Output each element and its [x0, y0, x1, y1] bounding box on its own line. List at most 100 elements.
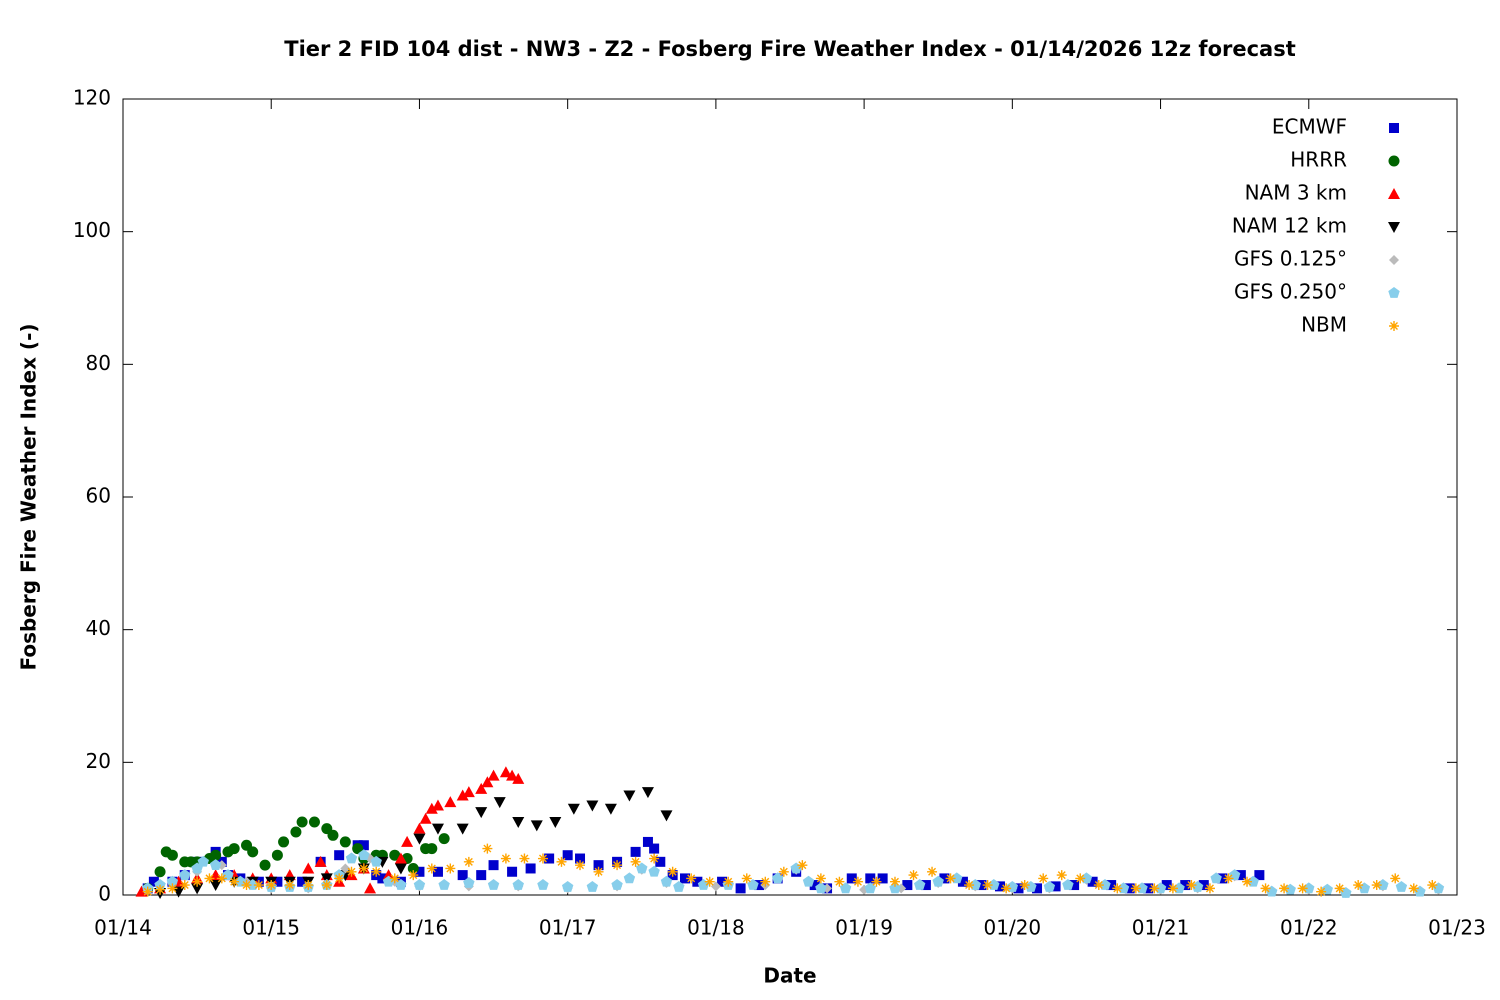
data-point — [852, 876, 863, 887]
data-point — [519, 853, 530, 864]
data-point — [259, 859, 271, 871]
legend-label: HRRR — [1290, 148, 1347, 172]
data-point — [425, 802, 438, 814]
data-point — [438, 879, 450, 890]
data-point — [927, 866, 938, 877]
data-point — [673, 881, 685, 892]
data-point — [166, 849, 178, 861]
data-point — [431, 799, 444, 811]
legend-label: GFS 0.250° — [1234, 280, 1347, 304]
data-point — [413, 822, 426, 834]
data-point — [308, 816, 320, 828]
data-point — [760, 876, 771, 887]
data-point — [512, 879, 524, 890]
data-point — [296, 816, 308, 828]
data-point — [537, 853, 548, 864]
data-point — [321, 880, 332, 891]
data-point — [1025, 881, 1037, 892]
data-point — [630, 846, 641, 857]
data-point — [210, 849, 222, 861]
data-point — [1316, 886, 1327, 897]
data-point — [741, 873, 752, 884]
data-point — [463, 877, 475, 888]
data-point — [704, 876, 715, 887]
x-axis-label: Date — [763, 964, 816, 988]
data-point — [593, 866, 604, 877]
data-point — [197, 855, 209, 867]
data-point — [1019, 880, 1030, 891]
data-point — [358, 863, 369, 874]
data-point — [680, 873, 691, 884]
data-point — [1056, 870, 1067, 881]
x-tick-label: 01/20 — [984, 916, 1042, 940]
data-point — [710, 881, 721, 892]
data-point — [648, 865, 660, 877]
data-point — [334, 850, 345, 861]
data-point — [1353, 880, 1364, 891]
data-point — [266, 880, 277, 891]
data-point — [191, 883, 204, 895]
data-point — [660, 875, 673, 887]
y-tick-label: 100 — [73, 218, 111, 242]
data-point — [525, 863, 536, 874]
data-point — [394, 863, 407, 875]
data-point — [889, 876, 900, 887]
y-tick-label: 80 — [86, 351, 111, 375]
data-point — [247, 846, 259, 858]
data-point — [327, 829, 339, 841]
data-point — [623, 790, 636, 802]
data-point — [1112, 883, 1123, 894]
data-point — [371, 866, 382, 877]
data-point — [166, 875, 179, 887]
data-point — [475, 807, 488, 819]
data-point — [228, 843, 240, 855]
data-point — [723, 876, 734, 887]
data-point — [815, 882, 827, 894]
x-tick-label: 01/15 — [242, 916, 300, 940]
data-point — [544, 853, 555, 864]
data-point — [389, 873, 400, 884]
data-point — [445, 863, 456, 874]
data-point — [1006, 881, 1019, 892]
data-point — [932, 875, 944, 887]
data-point — [735, 883, 746, 894]
data-point — [364, 882, 377, 894]
data-point — [1279, 883, 1290, 894]
data-point — [340, 863, 351, 874]
data-point — [1254, 870, 1265, 881]
data-point — [216, 873, 227, 884]
legend-marker — [1388, 287, 1400, 298]
y-tick-label: 120 — [73, 86, 111, 110]
data-point — [1062, 879, 1074, 890]
data-point — [155, 884, 166, 895]
data-point — [1297, 883, 1308, 894]
data-point — [167, 883, 178, 894]
legend-label: NAM 12 km — [1232, 214, 1347, 238]
x-tick-label: 01/14 — [94, 916, 152, 940]
data-point — [419, 812, 432, 824]
data-point — [487, 879, 500, 890]
data-point — [611, 879, 623, 890]
data-point — [481, 776, 494, 788]
data-point — [660, 810, 673, 822]
data-point — [1228, 869, 1241, 880]
data-point — [314, 855, 327, 867]
data-point — [778, 866, 789, 877]
data-point — [408, 870, 419, 881]
data-point — [222, 869, 234, 880]
data-point — [475, 782, 488, 794]
data-point — [586, 800, 599, 812]
data-point — [320, 873, 333, 885]
data-point — [649, 853, 660, 864]
data-point — [1204, 883, 1215, 894]
data-point — [512, 772, 525, 784]
data-point — [456, 823, 469, 835]
data-point — [1371, 880, 1382, 891]
data-point — [426, 863, 437, 874]
data-point — [358, 849, 370, 861]
data-point — [1043, 881, 1056, 892]
data-point — [593, 860, 604, 871]
data-point — [241, 880, 252, 891]
data-point — [192, 876, 203, 887]
